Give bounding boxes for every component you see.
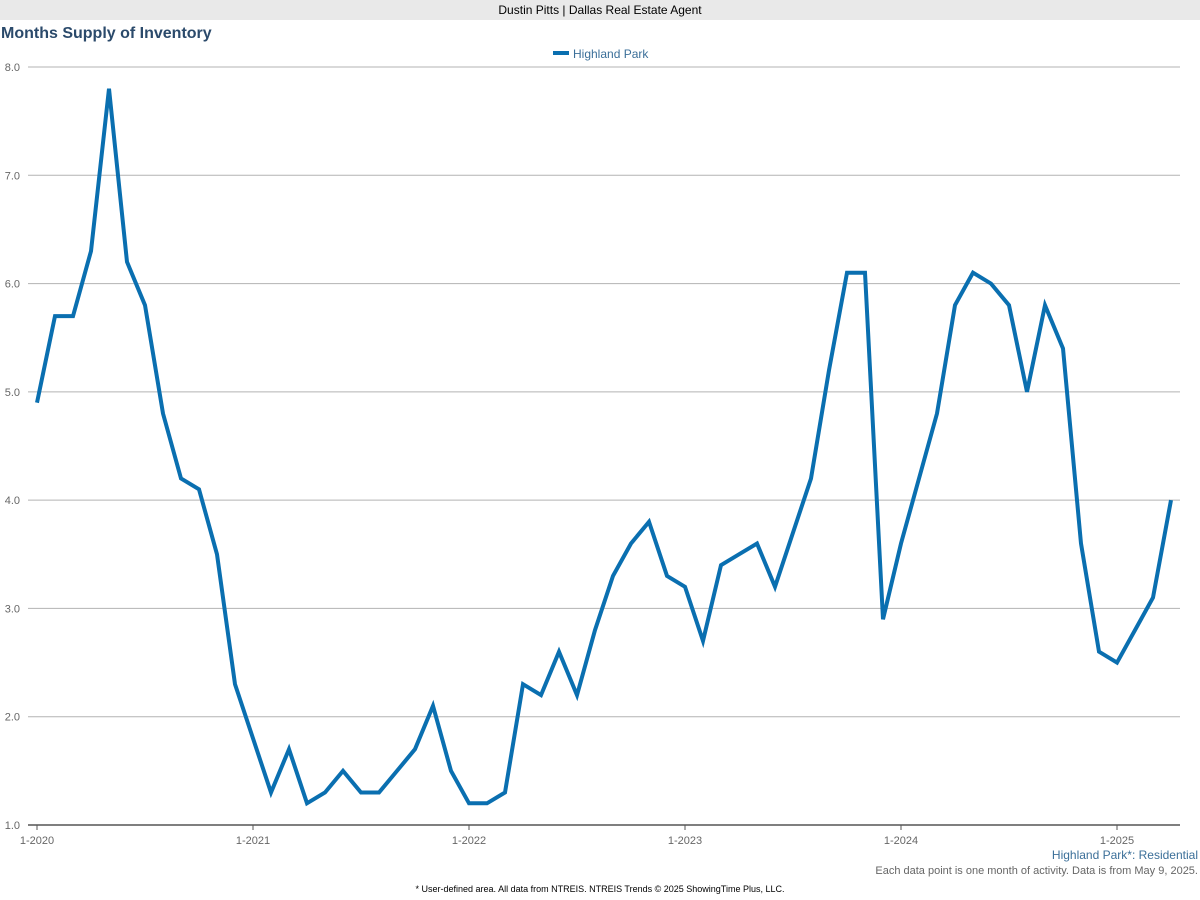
y-tick-label: 5.0 [5, 387, 20, 399]
y-tick-label: 2.0 [5, 712, 20, 724]
y-tick-label: 6.0 [5, 279, 20, 291]
chart-title: Months Supply of Inventory [1, 25, 212, 42]
series-layer [35, 88, 1173, 807]
source-footer: * User-defined area. All data from NTREI… [415, 884, 785, 894]
legend: Highland Park [553, 47, 649, 61]
x-tick-label: 1-2024 [884, 835, 918, 847]
x-tick-label: 1-2020 [20, 835, 54, 847]
x-tick-label: 1-2023 [668, 835, 702, 847]
y-tick-label: 3.0 [5, 603, 20, 615]
x-tick-label: 1-2025 [1100, 835, 1134, 847]
agent-header-bar: Dustin Pitts | Dallas Real Estate Agent [0, 0, 1200, 20]
axis-layer: 1.0 2.0 3.0 4.0 5.0 6.0 7.0 8.0 1-2020 1-2021 1-20… [5, 62, 1180, 847]
y-tick-label: 7.0 [5, 170, 20, 182]
agent-label: Dustin Pitts | Dallas Real Estate Agent [498, 3, 702, 17]
area-label: Highland Park*: Residential [1051, 848, 1198, 862]
y-tick-label: 4.0 [5, 495, 20, 507]
legend-label-highland-park: Highland Park [573, 47, 649, 61]
y-tick-label: 8.0 [5, 62, 20, 74]
x-tick-label: 1-2022 [452, 835, 486, 847]
x-tick-label: 1-2021 [236, 835, 270, 847]
grid-layer [28, 66, 1180, 718]
data-note: Each data point is one month of activity… [875, 865, 1198, 877]
y-tick-label: 1.0 [5, 820, 20, 832]
series-line-highland-park [35, 88, 1173, 807]
